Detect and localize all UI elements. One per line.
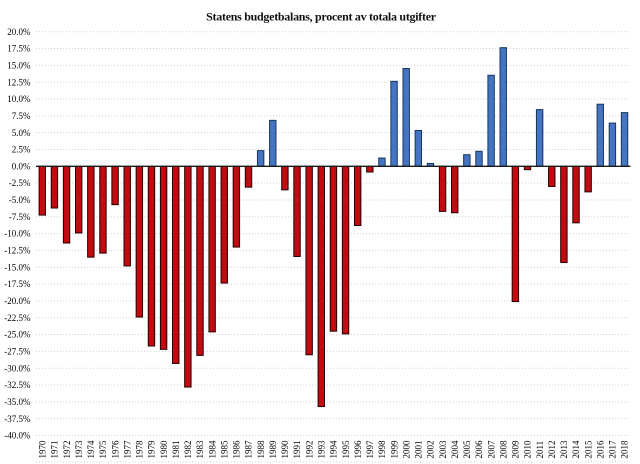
svg-text:-17.5%: -17.5% [4,279,31,289]
svg-text:-32.5%: -32.5% [4,380,31,390]
svg-text:10.0%: 10.0% [7,94,31,104]
svg-text:1973: 1973 [74,440,84,459]
svg-text:2005: 2005 [462,440,472,459]
svg-text:1974: 1974 [86,440,96,459]
svg-text:2015: 2015 [583,440,593,459]
svg-text:1984: 1984 [207,440,217,459]
svg-text:1986: 1986 [232,440,242,459]
svg-text:1983: 1983 [195,440,205,459]
svg-text:-12.5%: -12.5% [4,246,31,256]
svg-text:7.5%: 7.5% [12,111,31,121]
svg-text:2000: 2000 [401,440,411,459]
svg-text:-2.5%: -2.5% [9,178,31,188]
svg-text:-20.0%: -20.0% [4,296,31,306]
svg-text:1978: 1978 [135,440,145,459]
svg-text:2008: 2008 [498,440,508,459]
svg-text:1995: 1995 [341,440,351,459]
svg-text:2010: 2010 [523,440,533,459]
svg-text:1992: 1992 [304,441,314,459]
svg-text:2018: 2018 [620,440,630,459]
svg-text:1975: 1975 [98,440,108,459]
svg-text:1994: 1994 [329,440,339,459]
svg-text:20.0%: 20.0% [7,27,31,37]
svg-text:1985: 1985 [219,440,229,459]
svg-text:17.5%: 17.5% [7,44,31,54]
svg-text:2017: 2017 [608,440,618,459]
svg-text:1999: 1999 [389,440,399,459]
svg-text:1997: 1997 [365,440,375,459]
svg-text:2009: 2009 [511,440,521,459]
svg-text:-35.0%: -35.0% [4,397,31,407]
svg-text:2014: 2014 [571,440,581,459]
svg-text:1991: 1991 [292,441,302,459]
svg-text:2012: 2012 [547,441,557,459]
svg-text:-10.0%: -10.0% [4,229,31,239]
svg-text:1981: 1981 [171,441,181,459]
svg-text:1977: 1977 [122,440,132,459]
svg-text:1990: 1990 [280,440,290,459]
svg-text:1987: 1987 [244,440,254,459]
svg-text:1993: 1993 [316,440,326,459]
svg-text:-5.0%: -5.0% [9,195,31,205]
svg-text:2016: 2016 [595,440,605,459]
svg-text:Statens budgetbalans, procent: Statens budgetbalans, procent av totala … [206,10,437,24]
svg-text:2011: 2011 [535,441,545,459]
svg-text:-37.5%: -37.5% [4,414,31,424]
svg-text:2.5%: 2.5% [12,145,31,155]
svg-text:-22.5%: -22.5% [4,313,31,323]
svg-text:1980: 1980 [159,440,169,459]
svg-text:2007: 2007 [486,440,496,459]
svg-text:-25.0%: -25.0% [4,330,31,340]
svg-text:1982: 1982 [183,441,193,459]
svg-text:15.0%: 15.0% [7,60,31,70]
svg-text:1970: 1970 [38,440,48,459]
svg-text:5.0%: 5.0% [12,128,31,138]
svg-text:1989: 1989 [268,440,278,459]
svg-text:2013: 2013 [559,440,569,459]
svg-text:1972: 1972 [62,441,72,459]
svg-text:1979: 1979 [147,440,157,459]
svg-text:-7.5%: -7.5% [9,212,31,222]
svg-text:1971: 1971 [50,441,60,459]
svg-text:2002: 2002 [426,441,436,459]
svg-text:1988: 1988 [256,440,266,459]
svg-text:2001: 2001 [414,441,424,459]
svg-text:2006: 2006 [474,440,484,459]
svg-text:2003: 2003 [438,440,448,459]
svg-text:-40.0%: -40.0% [4,431,31,441]
svg-text:-30.0%: -30.0% [4,363,31,373]
svg-text:12.5%: 12.5% [7,77,31,87]
svg-text:-27.5%: -27.5% [4,346,31,356]
svg-text:1976: 1976 [110,440,120,459]
svg-text:1996: 1996 [353,440,363,459]
svg-text:2004: 2004 [450,440,460,459]
svg-text:-15.0%: -15.0% [4,262,31,272]
svg-text:1998: 1998 [377,440,387,459]
svg-text:0.0%: 0.0% [12,161,31,171]
